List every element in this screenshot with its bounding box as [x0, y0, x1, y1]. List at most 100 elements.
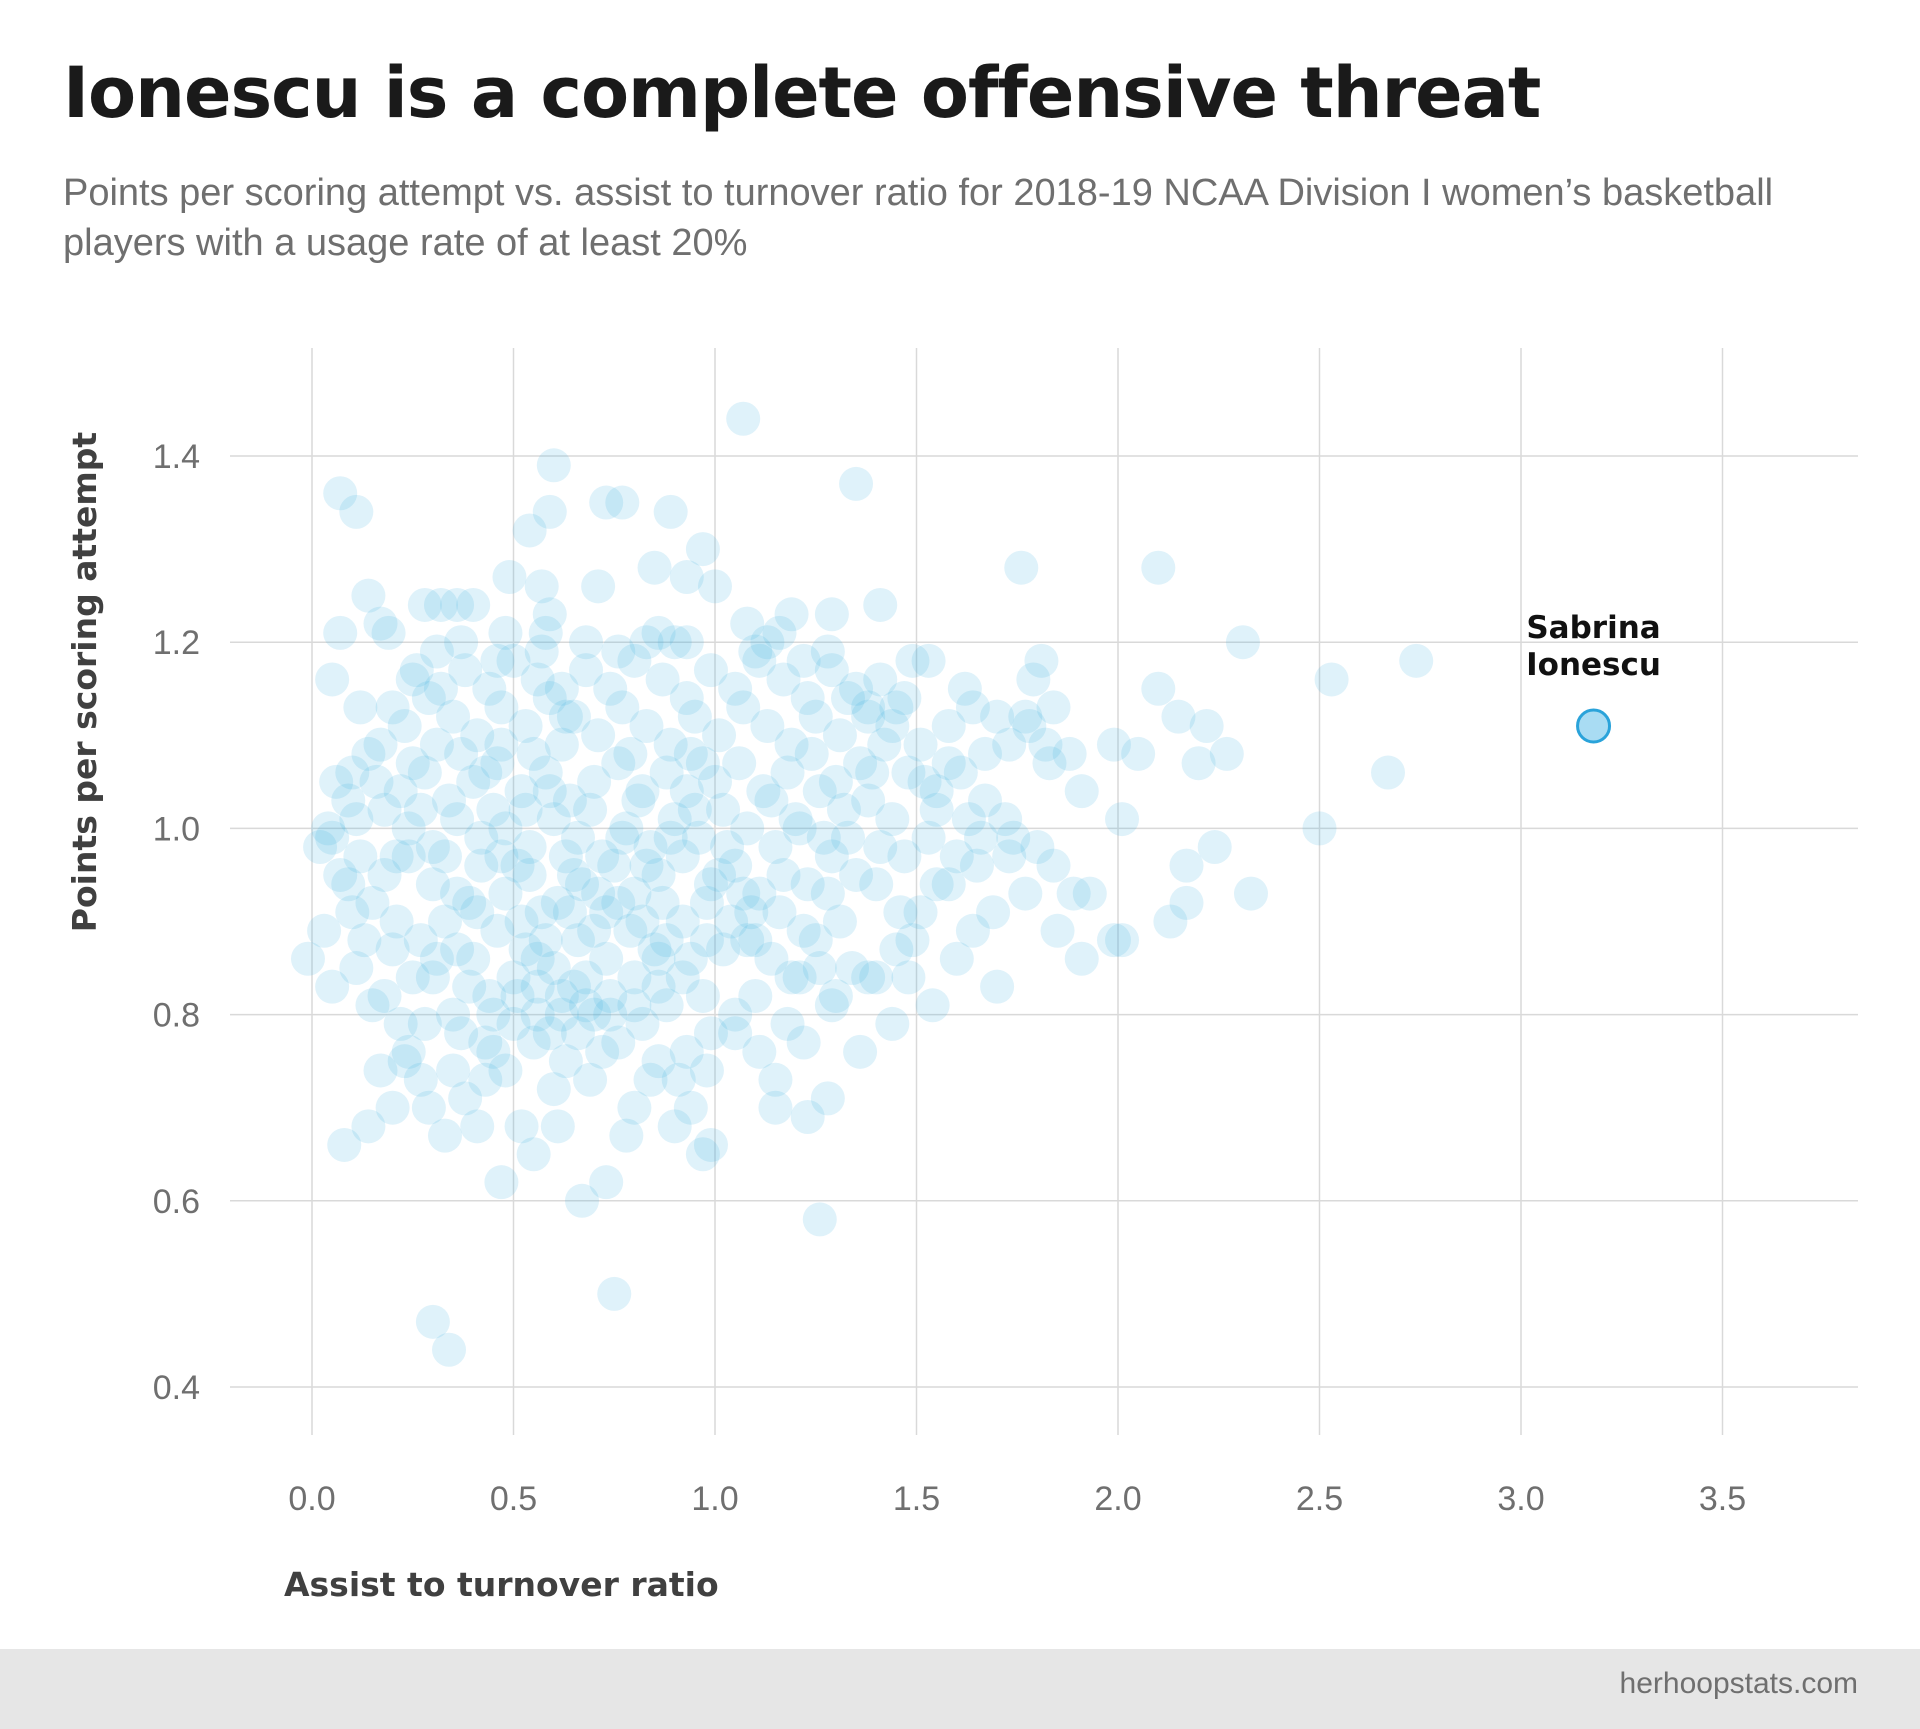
data-point	[1225, 625, 1260, 660]
data-point	[689, 923, 724, 958]
data-point	[290, 941, 325, 976]
data-point	[681, 820, 716, 855]
data-point	[931, 708, 966, 743]
data-point	[774, 727, 809, 762]
data-point	[552, 783, 587, 818]
data-point	[391, 839, 426, 874]
data-point	[528, 923, 563, 958]
data-point	[706, 932, 741, 967]
data-point	[419, 634, 454, 669]
data-point	[907, 764, 942, 799]
data-point	[508, 708, 543, 743]
footer-bar: herhoopstats.com	[0, 1649, 1920, 1729]
data-point	[855, 755, 890, 790]
data-point	[560, 1016, 595, 1051]
data-point	[548, 1044, 583, 1079]
data-point	[988, 802, 1023, 837]
data-point	[371, 615, 406, 650]
data-point	[822, 904, 857, 939]
data-point	[693, 1127, 728, 1162]
data-point	[718, 848, 753, 883]
data-point	[605, 690, 640, 725]
data-point	[367, 978, 402, 1013]
data-point	[677, 699, 712, 734]
data-point	[464, 848, 499, 883]
data-point	[315, 969, 350, 1004]
data-point	[476, 1034, 511, 1069]
data-point	[460, 718, 495, 753]
data-point	[689, 885, 724, 920]
data-point	[629, 848, 664, 883]
data-point	[859, 867, 894, 902]
data-point	[665, 960, 700, 995]
data-point	[395, 662, 430, 697]
data-point	[770, 755, 805, 790]
data-point	[617, 1090, 652, 1125]
data-point	[653, 494, 688, 529]
data-point	[798, 923, 833, 958]
data-point	[440, 802, 475, 837]
data-point	[581, 569, 616, 604]
x-axis-label: Assist to turnover ratio	[284, 1565, 719, 1604]
data-point	[778, 802, 813, 837]
data-point	[452, 969, 487, 1004]
data-point	[980, 969, 1015, 1004]
data-point	[919, 867, 954, 902]
data-point	[742, 876, 777, 911]
data-point	[726, 401, 761, 436]
data-point	[589, 895, 624, 930]
data-point	[702, 857, 737, 892]
data-point	[363, 727, 398, 762]
data-point	[597, 848, 632, 883]
data-point	[718, 997, 753, 1032]
data-point	[1072, 876, 1107, 911]
y-tick-label: 0.4	[153, 1369, 200, 1407]
chart-title: Ionescu is a complete offensive threat	[63, 52, 1541, 134]
data-point	[375, 690, 410, 725]
data-point	[1056, 876, 1091, 911]
data-point	[702, 718, 737, 753]
x-tick-label: 1.5	[893, 1480, 940, 1518]
data-point	[484, 727, 519, 762]
y-tick-label: 1.2	[153, 624, 200, 662]
data-point	[504, 774, 539, 809]
data-point	[730, 811, 765, 846]
data-point	[887, 839, 922, 874]
data-point	[810, 876, 845, 911]
data-point	[528, 615, 563, 650]
data-point	[617, 643, 652, 678]
data-point	[367, 857, 402, 892]
data-point	[339, 494, 374, 529]
data-point	[738, 978, 773, 1013]
data-point	[407, 1006, 442, 1041]
data-point	[1008, 699, 1043, 734]
data-point	[758, 830, 793, 865]
data-point	[411, 681, 446, 716]
data-point	[839, 466, 874, 501]
data-point	[436, 699, 471, 734]
x-axis-ticks: 0.0 0.5 1.0 1.5 2.0 2.5 3.0 3.5	[288, 1480, 1746, 1518]
y-tick-label: 1.0	[153, 810, 200, 848]
data-point	[641, 857, 676, 892]
data-point	[1141, 671, 1176, 706]
data-point	[488, 876, 523, 911]
data-point	[605, 485, 640, 520]
data-point	[452, 885, 487, 920]
data-point	[693, 1016, 728, 1051]
data-point	[355, 885, 390, 920]
data-point	[955, 913, 990, 948]
data-point	[423, 587, 458, 622]
data-point	[520, 662, 555, 697]
data-point	[524, 569, 559, 604]
data-point	[488, 615, 523, 650]
data-point	[468, 1062, 503, 1097]
data-point	[943, 755, 978, 790]
data-point	[931, 867, 966, 902]
data-point	[645, 885, 680, 920]
data-point	[992, 839, 1027, 874]
data-point	[641, 615, 676, 650]
data-point	[1020, 830, 1055, 865]
data-point	[673, 1090, 708, 1125]
data-point	[665, 904, 700, 939]
data-point	[1209, 736, 1244, 771]
